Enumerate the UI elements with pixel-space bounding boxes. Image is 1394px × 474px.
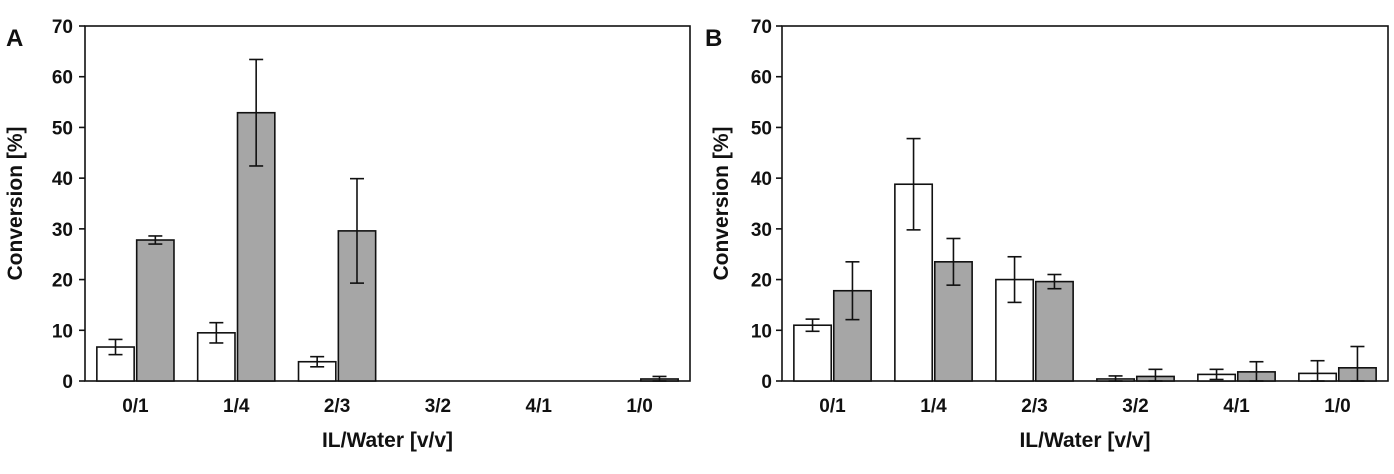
panel-a-ytick-label: 20	[52, 271, 73, 292]
panel-b-bar	[1034, 280, 1074, 382]
panel-a-letter: A	[6, 25, 23, 52]
panel-b-x-axis-label: IL/Water [v/v]	[1019, 429, 1150, 452]
panel-b-category-label: 1/4	[920, 396, 947, 417]
panel-a-bar	[135, 239, 175, 382]
panel-b-ytick-label: 50	[751, 118, 772, 139]
panel-b-category-label: 4/1	[1223, 396, 1250, 417]
panel-b-bar	[894, 183, 934, 382]
panel-a-ytick-label: 50	[52, 118, 73, 139]
panel-b-ytick-label: 40	[751, 169, 772, 190]
panel-b-y-axis-label: Conversion [%]	[710, 126, 733, 280]
panel-a-category-label: 1/4	[223, 396, 250, 417]
panel-b-ytick-label: 30	[751, 220, 772, 241]
panel-a-category-label: 2/3	[324, 396, 350, 417]
panel-a-category-label: 4/1	[526, 396, 553, 417]
panel-a-category-label: 1/0	[626, 396, 652, 417]
panel-b-ytick-label: 10	[751, 321, 772, 342]
panel-a-plot-frame	[84, 25, 691, 382]
panel-b-plot-frame	[781, 25, 1389, 382]
panel-b-category-label: 2/3	[1021, 396, 1047, 417]
panel-a-ytick-label: 0	[62, 372, 73, 393]
panel-a-ytick-label: 10	[52, 321, 73, 342]
panel-a-y-axis-label: Conversion [%]	[4, 126, 27, 280]
panel-b-category-label: 0/1	[819, 396, 846, 417]
panel-b-ytick-label: 70	[751, 17, 772, 38]
panel-a-ytick-label: 60	[52, 68, 73, 89]
panel-b-category-label: 3/2	[1122, 396, 1148, 417]
panel-a-x-axis-label: IL/Water [v/v]	[322, 429, 453, 452]
panel-a-ytick-label: 70	[52, 17, 73, 38]
panel-a-ytick-label: 40	[52, 169, 73, 190]
panel-b-ytick-label: 20	[751, 271, 772, 292]
panel-b-bar	[793, 324, 833, 382]
panel-b-letter: B	[705, 25, 722, 52]
panel-a-ytick-label: 30	[52, 220, 73, 241]
panel-b-category-label: 1/0	[1324, 396, 1350, 417]
panel-a-category-label: 3/2	[425, 396, 451, 417]
panel-b-ytick-label: 60	[751, 68, 772, 89]
panel-a-category-label: 0/1	[122, 396, 149, 417]
panel-b-ytick-label: 0	[761, 372, 772, 393]
